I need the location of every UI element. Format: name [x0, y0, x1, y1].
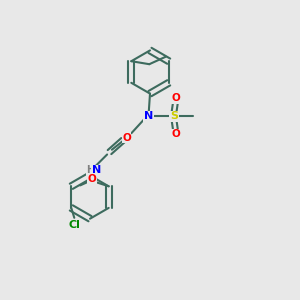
- Text: O: O: [122, 133, 131, 143]
- Text: N: N: [144, 111, 153, 121]
- Text: O: O: [171, 93, 180, 103]
- Text: O: O: [88, 174, 97, 184]
- Text: N: N: [92, 165, 101, 175]
- Text: Cl: Cl: [69, 220, 81, 230]
- Text: S: S: [170, 111, 178, 121]
- Text: O: O: [171, 129, 180, 139]
- Text: H: H: [86, 165, 95, 175]
